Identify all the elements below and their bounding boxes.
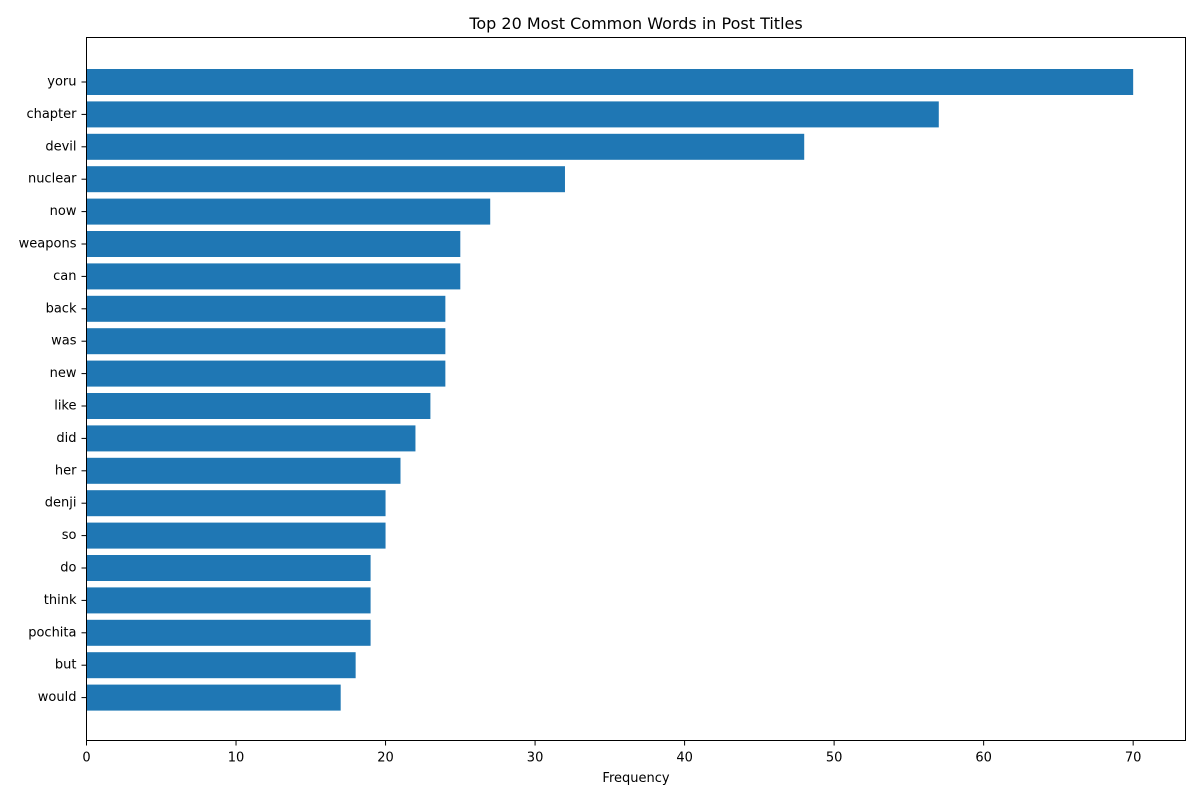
chart-title: Top 20 Most Common Words in Post Titles [468, 14, 802, 33]
bar-devil [86, 133, 805, 160]
y-tick-label: weapons [19, 237, 77, 252]
y-tick-label: think [44, 593, 77, 608]
x-tick-label: 60 [975, 751, 992, 766]
bar-do [86, 555, 371, 581]
y-tick-label: new [50, 366, 77, 381]
x-axis-ticks: 0 10 20 30 40 50 60 70 [82, 740, 1142, 766]
x-axis-label: Frequency [602, 771, 669, 786]
y-tick-label: yoru [47, 75, 76, 90]
y-tick-label: nuclear [28, 172, 77, 187]
x-tick-label: 30 [527, 751, 544, 766]
bar-can [86, 263, 461, 290]
y-tick-label: did [56, 431, 76, 446]
bar-but [86, 652, 356, 679]
y-tick-label: her [55, 463, 77, 478]
y-tick-label: pochita [28, 625, 76, 640]
x-tick-label: 40 [676, 751, 693, 766]
y-tick-label: devil [45, 139, 76, 154]
bar-so [86, 522, 386, 549]
bar-nuclear [86, 166, 565, 193]
x-tick-label: 0 [82, 751, 90, 766]
y-tick-label: now [50, 204, 77, 219]
bar-denji [86, 490, 386, 517]
x-tick-label: 50 [826, 751, 843, 766]
bar-like [86, 393, 431, 419]
bar-chapter [86, 101, 939, 128]
y-tick-label: chapter [26, 107, 77, 122]
y-tick-label: denji [45, 496, 77, 511]
bar-back [86, 295, 446, 322]
y-tick-label: can [53, 269, 76, 284]
bar-her [86, 457, 401, 484]
bars-layer [86, 69, 1134, 711]
y-axis-ticks: yoru chapter devil nuclear now weapons can back… [19, 75, 87, 705]
bar-would [86, 684, 341, 711]
bar-pochita [86, 619, 371, 646]
bar-new [86, 360, 446, 387]
bar-weapons [86, 231, 461, 257]
bar-did [86, 425, 416, 452]
bar-now [86, 198, 491, 225]
bar-was [86, 328, 446, 355]
x-tick-label: 20 [377, 751, 394, 766]
y-tick-label: so [62, 528, 77, 543]
x-tick-label: 10 [228, 751, 245, 766]
y-tick-label: like [54, 399, 76, 414]
y-tick-label: but [55, 658, 77, 673]
plot-frame [86, 37, 1186, 741]
y-tick-label: do [60, 561, 76, 576]
y-tick-label: was [51, 334, 77, 349]
y-tick-label: would [38, 690, 77, 705]
bar-yoru [86, 69, 1134, 95]
y-tick-label: back [46, 301, 77, 316]
bar-think [86, 587, 371, 614]
x-tick-label: 70 [1125, 751, 1142, 766]
